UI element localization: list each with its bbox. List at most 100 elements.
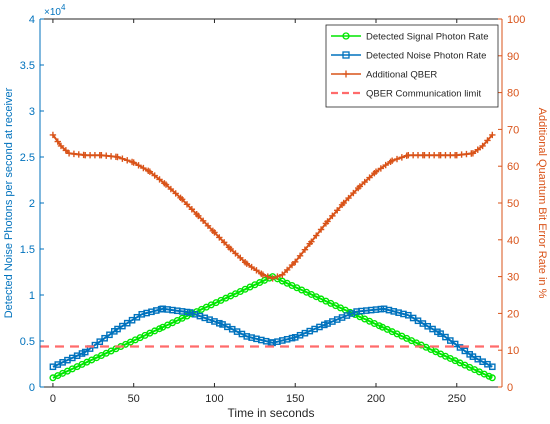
ticks-layer: 0 50 100 150 200 25000.511.522.533.5401020304… — [20, 14, 526, 405]
data-point — [398, 154, 406, 161]
series-layer — [40, 131, 502, 382]
data-point — [301, 246, 309, 253]
data-point — [237, 254, 244, 262]
data-point — [232, 250, 239, 257]
series-markers-qber — [49, 131, 496, 282]
data-point — [151, 172, 158, 179]
data-point — [345, 194, 352, 202]
data-point — [479, 142, 486, 150]
x-tick-label: 250 — [448, 393, 466, 405]
data-point — [356, 183, 364, 190]
data-point — [216, 234, 223, 241]
left-tick-label: 3 — [29, 106, 35, 118]
data-point — [259, 271, 267, 278]
data-point — [393, 155, 401, 163]
legend-label-noise: Detected Noise Photon Rate — [366, 51, 486, 62]
data-point — [313, 232, 320, 239]
data-point — [469, 150, 477, 157]
series-markers-noise — [49, 305, 496, 371]
data-point — [292, 258, 299, 266]
data-point — [140, 164, 147, 172]
left-tick-label: 3.5 — [20, 60, 35, 72]
data-point — [366, 174, 373, 181]
right-tick-label: 80 — [507, 88, 519, 100]
data-point — [317, 226, 325, 233]
right-tick-label: 70 — [507, 124, 519, 136]
data-point — [350, 189, 357, 197]
data-point — [156, 176, 163, 183]
right-tick-label: 0 — [507, 382, 513, 394]
right-tick-label: 90 — [507, 51, 519, 63]
data-point — [489, 363, 496, 371]
data-point — [243, 260, 250, 267]
data-point — [130, 159, 137, 166]
left-tick-label: 2.5 — [20, 152, 35, 164]
data-point — [101, 334, 108, 342]
x-tick-label: 0 — [50, 393, 56, 405]
data-point — [264, 273, 271, 280]
data-point — [62, 147, 70, 154]
left-axis-exponent-base: ×10 — [44, 7, 61, 18]
data-point — [377, 165, 385, 172]
data-point — [274, 273, 281, 280]
data-point — [188, 206, 196, 213]
data-point — [227, 245, 234, 253]
data-point — [162, 181, 170, 188]
data-point — [484, 137, 491, 144]
left-tick-label: 0.5 — [20, 336, 35, 348]
data-point — [372, 168, 380, 175]
legend: Detected Signal Photon Rate Detected Nois… — [325, 24, 499, 108]
data-point — [288, 261, 296, 269]
x-tick-label: 150 — [286, 393, 304, 405]
data-point — [489, 131, 496, 139]
data-point — [334, 207, 341, 214]
data-point — [451, 340, 459, 348]
data-point — [279, 271, 286, 278]
data-point — [91, 341, 99, 349]
data-point — [146, 168, 154, 175]
data-point — [308, 238, 315, 245]
data-point — [296, 252, 304, 260]
data-point — [81, 348, 89, 356]
left-tick-label: 2 — [29, 198, 35, 210]
legend-label-limit: QBER Communication limit — [366, 89, 481, 100]
data-point — [324, 218, 331, 225]
series-line-noise — [52, 307, 493, 368]
right-tick-label: 10 — [507, 345, 519, 357]
data-point — [382, 161, 389, 169]
legend-marker-qber — [342, 70, 350, 78]
right-tick-label: 40 — [507, 235, 519, 247]
right-tick-label: 50 — [507, 198, 519, 210]
data-point — [106, 331, 113, 339]
x-tick-label: 50 — [128, 393, 140, 405]
data-point — [172, 190, 179, 197]
left-tick-label: 4 — [29, 14, 35, 26]
data-point — [442, 333, 449, 341]
data-point — [57, 142, 65, 150]
data-point — [474, 146, 481, 153]
data-point — [114, 153, 121, 161]
right-tick-label: 60 — [507, 161, 519, 173]
data-point — [329, 212, 336, 220]
axes-layer — [39, 18, 503, 388]
data-point — [269, 275, 276, 282]
data-point — [461, 347, 469, 355]
legend-marker-signal — [342, 32, 350, 40]
data-point — [211, 229, 218, 236]
data-point — [220, 239, 228, 246]
data-point — [183, 201, 191, 208]
legend-label-qber: Additional QBER — [366, 70, 437, 81]
data-point — [437, 330, 444, 337]
data-point — [195, 212, 202, 220]
data-point — [96, 338, 104, 345]
data-point — [54, 138, 61, 145]
data-point — [124, 157, 131, 164]
right-tick-label: 100 — [507, 14, 525, 26]
left-tick-label: 1.5 — [20, 244, 35, 256]
data-point — [361, 178, 368, 186]
data-point — [388, 157, 396, 164]
right-tick-label: 20 — [507, 308, 519, 320]
data-point — [340, 199, 347, 207]
right-tick-label: 30 — [507, 272, 519, 284]
x-tick-label: 200 — [367, 393, 385, 405]
